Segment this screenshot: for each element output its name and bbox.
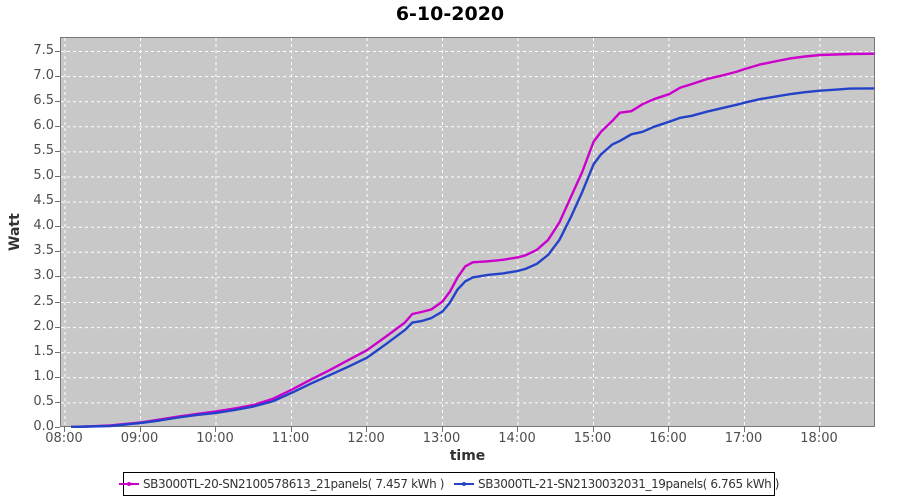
x-tick-mark <box>441 427 443 432</box>
y-tick-label: 3.0 <box>33 268 54 284</box>
x-tick-label: 17:00 <box>724 431 763 446</box>
x-tick-label: 13:00 <box>422 431 461 446</box>
y-tick-label: 5.0 <box>33 168 54 183</box>
x-tick-label: 09:00 <box>120 431 159 446</box>
y-tick-mark <box>55 201 60 203</box>
legend-item-label: SB3000TL-20-SN2100578613_21panels( 7.457… <box>142 477 444 491</box>
x-tick-label: 16:00 <box>649 431 687 446</box>
legend-item-label: SB3000TL-21-SN2130032031_19panels( 6.765… <box>478 477 780 491</box>
x-tick-mark <box>517 427 518 432</box>
y-tick-label: 2.0 <box>33 318 54 334</box>
x-tick-mark <box>668 427 669 432</box>
y-tick-mark <box>55 226 60 228</box>
series-line-sb3000tl-20 <box>70 52 875 428</box>
y-tick-mark <box>55 176 60 177</box>
y-tick-label: 0.0 <box>33 419 54 434</box>
x-axis-label: time <box>449 448 486 464</box>
y-tick-mark <box>55 125 60 127</box>
y-tick-mark <box>55 301 60 303</box>
x-tick-label: 15:00 <box>573 431 612 446</box>
series-line-sb3000tl-21 <box>70 87 875 428</box>
x-tick-label: 12:00 <box>347 431 385 446</box>
y-tick-mark <box>55 75 60 77</box>
legend-line-marker-icon <box>118 480 139 488</box>
y-tick-label: 4.0 <box>33 218 54 234</box>
y-tick-label: 7.5 <box>33 42 54 58</box>
y-tick-mark <box>55 326 60 328</box>
x-tick-label: 08:00 <box>45 431 83 446</box>
y-tick-label: 5.5 <box>33 142 54 158</box>
legend-item: SB3000TL-21-SN2130032031_19panels( 6.765… <box>454 477 779 491</box>
y-tick-mark <box>55 351 60 353</box>
y-tick-mark <box>55 376 60 378</box>
x-tick-label: 10:00 <box>196 431 234 446</box>
y-tick-label: 6.5 <box>33 92 54 108</box>
x-tick-mark <box>592 427 594 432</box>
y-tick-mark <box>55 100 60 102</box>
x-tick-label: 11:00 <box>271 431 310 446</box>
x-tick-mark <box>743 427 745 432</box>
y-tick-label: 1.5 <box>33 343 54 359</box>
plot-area <box>60 37 876 428</box>
legend-item: SB3000TL-20-SN2100578613_21panels( 7.457… <box>118 477 444 491</box>
legend-dot-icon <box>126 482 131 486</box>
legend-dot-icon <box>462 482 466 486</box>
y-tick-label: 6.0 <box>33 117 54 133</box>
y-tick-label: 2.5 <box>33 293 54 309</box>
chart-title: 6-10-2020 <box>395 3 505 25</box>
y-tick-mark <box>55 276 60 278</box>
y-tick-label: 4.5 <box>33 193 54 209</box>
x-tick-label: 14:00 <box>498 431 536 446</box>
y-tick-mark <box>55 50 60 52</box>
y-tick-label: 7.0 <box>33 67 54 83</box>
y-tick-label: 1.0 <box>33 368 54 384</box>
plot-canvas <box>61 38 876 428</box>
y-tick-mark <box>55 427 60 428</box>
y-tick-mark <box>55 251 60 253</box>
legend: SB3000TL-20-SN2100578613_21panels( 7.457… <box>118 472 779 496</box>
y-tick-label: 3.5 <box>33 243 54 259</box>
x-tick-mark <box>366 427 367 432</box>
x-tick-mark <box>64 427 65 432</box>
legend-line-marker-icon <box>454 480 474 488</box>
y-tick-mark <box>55 150 60 152</box>
y-tick-mark <box>55 401 60 403</box>
x-tick-mark <box>819 427 820 432</box>
y-tick-label: 0.5 <box>33 393 54 409</box>
x-tick-mark <box>290 427 292 432</box>
x-tick-label: 18:00 <box>800 431 838 446</box>
x-tick-mark <box>215 427 216 432</box>
x-tick-mark <box>139 427 141 432</box>
